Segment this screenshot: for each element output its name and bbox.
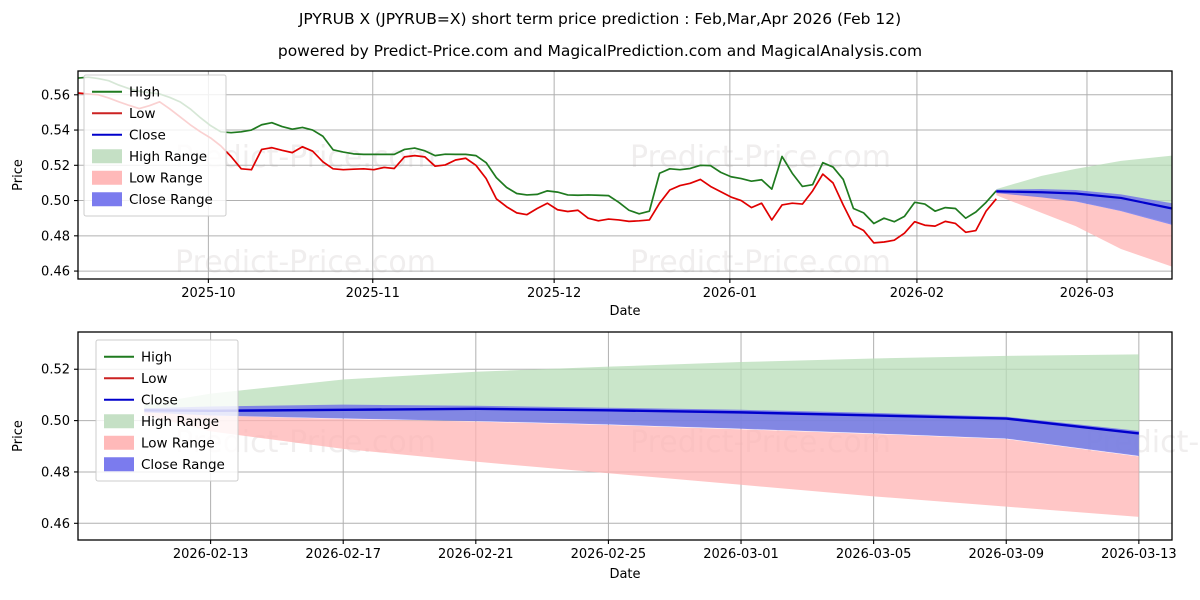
legend-item-label: Low <box>141 371 168 387</box>
top-x-axis-label: Date <box>609 304 640 319</box>
legend-patch-swatch <box>104 414 134 429</box>
legend-item-close[interactable]: Close <box>104 392 178 408</box>
legend-patch-swatch <box>92 149 122 164</box>
x-tick-label: 2026-03-05 <box>836 547 912 562</box>
x-tick-label: 2025-12 <box>527 286 581 301</box>
legend-item-label: High Range <box>141 414 219 430</box>
legend-item-high[interactable]: High <box>92 84 160 100</box>
legend-item-low-range[interactable]: Low Range <box>92 170 203 186</box>
bottom-x-axis: 2026-02-13 2026-02-17 2026-02-21 2026-02-25… <box>173 540 1177 562</box>
page-title: JPYRUB X (JPYRUB=X) short term price pre… <box>298 10 902 28</box>
legend-item-close[interactable]: Close <box>92 127 166 143</box>
y-tick-label: 0.46 <box>41 517 70 532</box>
top-low-range-area <box>996 190 1172 267</box>
legend-item-high[interactable]: High <box>104 349 172 365</box>
top-chart-legend: High Low Close High Range Low Range Close Ran… <box>83 74 227 217</box>
y-tick-label: 0.48 <box>41 465 70 480</box>
legend-item-label: Close <box>129 127 166 143</box>
legend-item-label: High <box>141 349 172 365</box>
legend-item-label: Close Range <box>129 192 213 208</box>
y-tick-label: 0.50 <box>41 194 70 209</box>
x-tick-label: 2026-02-13 <box>173 547 249 562</box>
x-tick-label: 2026-03-13 <box>1101 547 1177 562</box>
legend-patch-swatch <box>92 170 122 185</box>
top-series-line-high <box>77 76 997 225</box>
watermark-text: Predict-Price.com <box>175 245 436 280</box>
x-tick-label: 2026-01 <box>703 286 757 301</box>
x-tick-label: 2026-02-17 <box>305 547 381 562</box>
bottom-chart-panel: Predict-Price.comPredict-Price.comPredic… <box>0 322 1200 600</box>
legend-item-high-range[interactable]: High Range <box>104 414 219 430</box>
x-tick-label: 2026-02-25 <box>571 547 647 562</box>
top-x-axis: 2025-10 2025-11 2025-12 2026-01 2026-02 2026-… <box>181 279 1114 301</box>
legend-item-low[interactable]: Low <box>92 106 156 122</box>
bottom-close-forecast-line <box>144 407 1139 435</box>
legend-item-high-range[interactable]: High Range <box>92 149 207 165</box>
bottom-y-axis-label: Price <box>11 420 26 452</box>
y-tick-label: 0.56 <box>41 88 70 103</box>
legend-item-label: Low Range <box>141 435 215 451</box>
y-tick-label: 0.48 <box>41 229 70 244</box>
legend-item-label: Low Range <box>129 170 203 186</box>
top-gridlines <box>78 71 1172 279</box>
bottom-y-axis: 0.46 0.48 0.50 0.52 <box>41 363 78 532</box>
x-tick-label: 2026-02-21 <box>438 547 514 562</box>
page-subtitle: powered by Predict-Price.com and Magical… <box>277 41 923 60</box>
top-close-forecast-line <box>996 190 1173 210</box>
watermark-text: Predict-Price.com <box>630 245 891 280</box>
x-tick-label: 2025-10 <box>181 286 235 301</box>
legend-patch-swatch <box>104 457 134 472</box>
top-y-axis-label: Price <box>11 159 26 191</box>
top-series-line-low <box>77 92 997 244</box>
legend-item-label: Close Range <box>141 457 225 473</box>
top-chart-panel: Predict-Price.com Predict-Price.com Predic… <box>0 62 1200 319</box>
legend-item-close-range[interactable]: Close Range <box>92 192 213 208</box>
top-close-range-area <box>996 189 1172 225</box>
y-tick-label: 0.46 <box>41 265 70 280</box>
legend-item-low[interactable]: Low <box>104 371 168 387</box>
x-tick-label: 2026-02 <box>890 286 944 301</box>
x-tick-label: 2026-03 <box>1060 286 1114 301</box>
bottom-chart-legend: High Low Close High Range Low Range Close Ran… <box>95 339 239 482</box>
bottom-plot-border <box>77 331 1173 541</box>
legend-patch-swatch <box>104 435 134 450</box>
legend-patch-swatch <box>92 192 122 207</box>
y-tick-label: 0.52 <box>41 159 70 174</box>
y-tick-label: 0.54 <box>41 124 70 139</box>
x-tick-label: 2025-11 <box>346 286 400 301</box>
bottom-low-range-area <box>144 410 1139 517</box>
legend-item-label: Close <box>141 392 178 408</box>
legend-item-low-range[interactable]: Low Range <box>104 435 215 451</box>
bottom-close-range-area <box>144 404 1139 457</box>
title-block: JPYRUB X (JPYRUB=X) short term price pre… <box>0 0 1200 60</box>
top-y-axis: 0.46 0.48 0.50 0.52 0.54 0.56 <box>41 88 78 280</box>
legend-item-close-range[interactable]: Close Range <box>104 457 225 473</box>
top-chart-svg: Predict-Price.com Predict-Price.comPredic… <box>11 70 1173 319</box>
y-tick-label: 0.52 <box>41 363 70 378</box>
x-tick-label: 2026-03-01 <box>703 547 779 562</box>
legend-item-label: Low <box>129 106 156 122</box>
bottom-x-axis-label: Date <box>609 567 640 582</box>
top-plot-background <box>78 71 1172 279</box>
legend-item-label: High <box>129 84 160 100</box>
legend-item-label: High Range <box>129 149 207 165</box>
y-tick-label: 0.50 <box>41 414 70 429</box>
bottom-chart-svg: Predict-Price.comPredict-Price.comPredic… <box>11 331 1200 582</box>
x-tick-label: 2026-03-09 <box>968 547 1044 562</box>
top-plot-border <box>77 70 1173 280</box>
